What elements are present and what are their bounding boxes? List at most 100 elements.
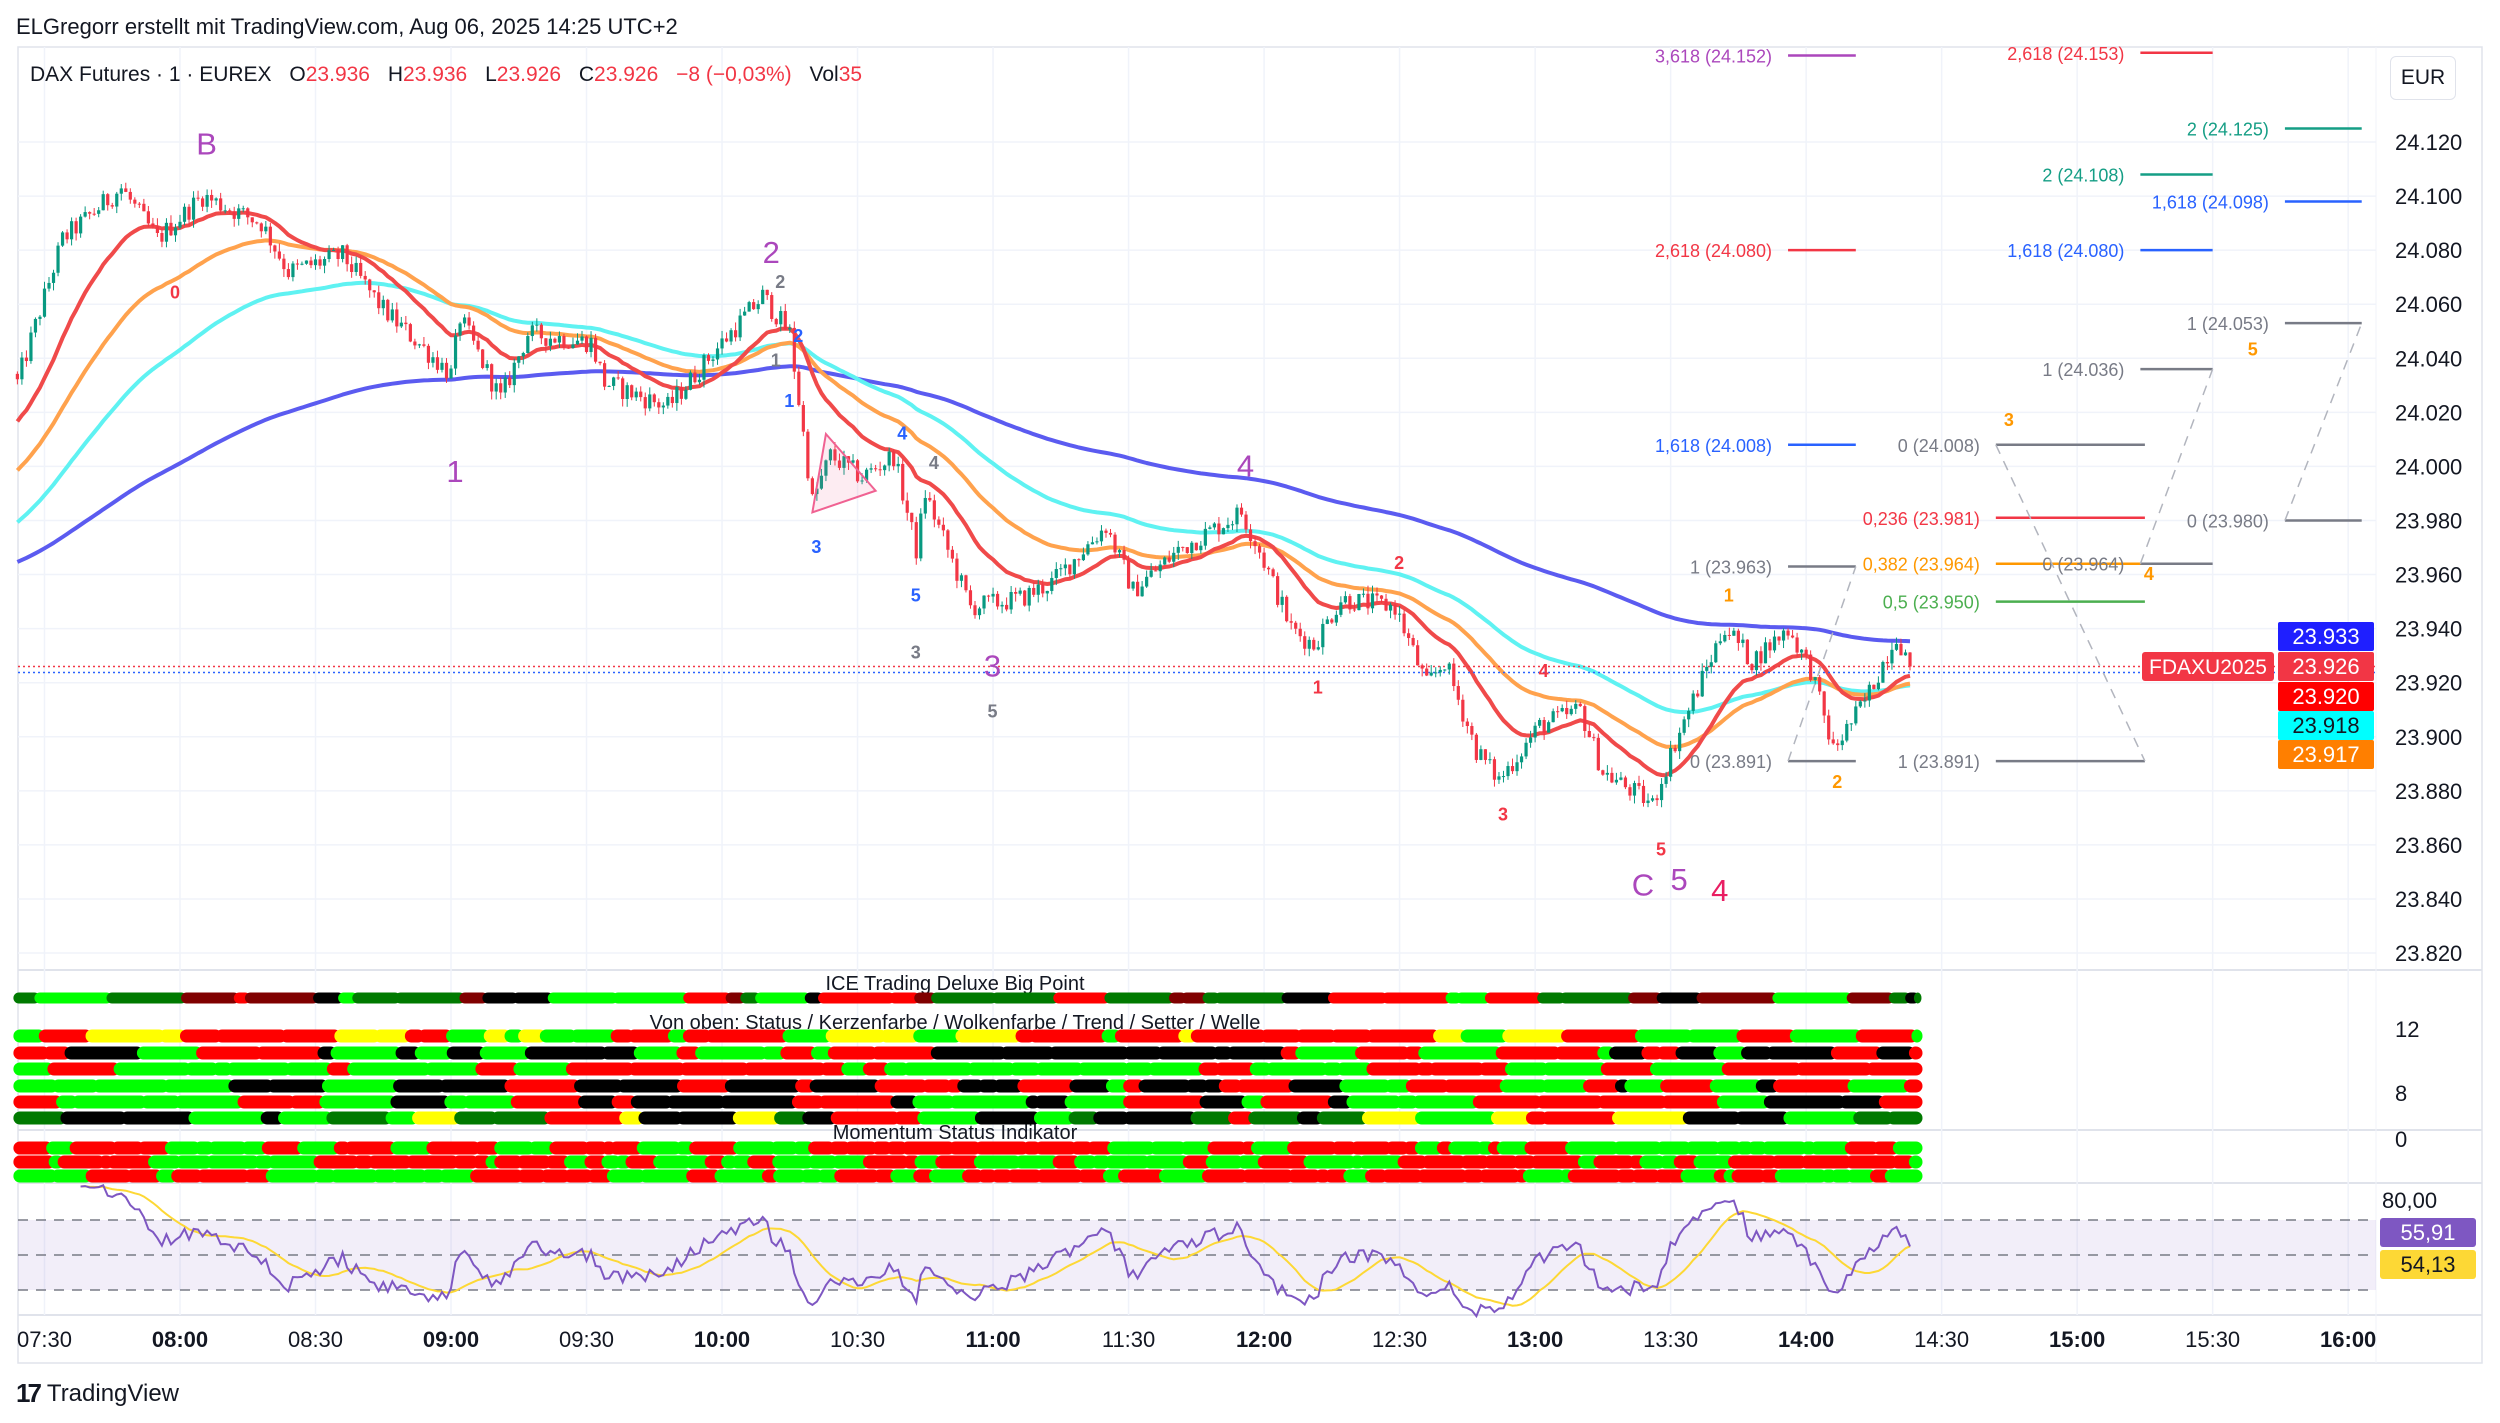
wave-label: 1 <box>1313 677 1323 697</box>
indicator-segment-momentum-2 <box>584 1155 608 1169</box>
fib-level-label: 1 (23.891) <box>1898 752 1980 772</box>
candle-body <box>1678 732 1682 752</box>
candle-body <box>119 188 123 194</box>
symbol-legend[interactable]: DAX Futures · 1 · EUREX O23.936 H23.936 … <box>30 63 862 87</box>
indicator-segment-wolkenfarbe <box>1721 1062 1802 1076</box>
candle-body <box>1718 641 1722 644</box>
indicator-segment-wolkenfarbe <box>819 1062 848 1076</box>
time-axis-label: 10:30 <box>830 1327 885 1352</box>
volume-label: Vol <box>809 63 839 86</box>
candle-body <box>1294 622 1298 629</box>
indicator-segment-momentum-3 <box>243 1169 273 1183</box>
rsi-value-tag <box>2380 1218 2476 1247</box>
candle-body <box>1014 592 1018 594</box>
candle-body <box>1605 772 1609 775</box>
indicator-segment-kerzenfarbe <box>1495 1046 1561 1060</box>
candle-body <box>223 210 227 212</box>
candle-body <box>476 340 480 350</box>
candle-body <box>1050 577 1054 591</box>
time-axis-label: 13:30 <box>1643 1327 1698 1352</box>
candle-body <box>1854 706 1858 724</box>
candle-body <box>941 524 945 531</box>
candle-body <box>363 275 367 280</box>
candle-body <box>1167 557 1171 562</box>
indicator-segment-momentum-3 <box>1522 1169 1566 1183</box>
indicator-segment-momentum-3 <box>1158 1169 1209 1183</box>
candle-body <box>1772 636 1777 651</box>
candle-body <box>481 349 485 368</box>
indicator-segment-ice-big-point <box>914 992 937 1004</box>
candle-body <box>164 222 169 242</box>
indicator-segment-momentum-1 <box>241 1141 269 1155</box>
indicator-segment-welle <box>1541 1111 1619 1125</box>
price-axis-label: 23.960 <box>2395 563 2462 588</box>
wave-label: 2 <box>1394 553 1404 573</box>
indicator-segment-momentum-1 <box>1872 1141 1900 1155</box>
indicator-segment-ice-big-point <box>1537 992 1566 1004</box>
indicator-segment-momentum-2 <box>564 1155 591 1169</box>
candle-body <box>368 279 372 291</box>
candle-body <box>1325 619 1329 624</box>
candle-body <box>711 359 715 361</box>
fib-levels[interactable]: 3,618 (24.152) 2,618 (24.153) 2 (24.125) 2 … <box>811 44 2363 772</box>
candle-body <box>1239 507 1244 515</box>
indicator-segment-momentum-1 <box>733 1141 777 1155</box>
candle-body <box>1714 643 1718 663</box>
candle-body <box>1623 777 1628 788</box>
candle-body <box>1673 747 1677 752</box>
indicator-axis-label: 0 <box>2395 1127 2407 1152</box>
indicator-segment-trend <box>1903 1079 1923 1093</box>
indicator-segment-momentum-1 <box>494 1141 535 1155</box>
candle-body <box>774 318 778 325</box>
candle-body <box>1899 643 1903 656</box>
indicator-segment-status <box>158 1029 187 1043</box>
candle-body <box>955 558 959 581</box>
indicator-segment-ice-big-point <box>1559 992 1634 1004</box>
candle-body <box>657 402 661 408</box>
candle-body <box>359 262 363 276</box>
indicator-segment-momentum-1 <box>1287 1141 1338 1155</box>
indicator-segment-welle <box>1068 1111 1100 1125</box>
candle-body <box>1235 507 1239 525</box>
price-axis-label: 23.920 <box>2395 671 2462 696</box>
candle-body <box>1637 783 1641 786</box>
indicator-segment-momentum-1 <box>1179 1141 1214 1155</box>
currency-button[interactable]: EUR <box>2390 56 2456 100</box>
candle-body <box>1447 663 1451 670</box>
moving-average-line <box>16 364 1911 644</box>
candle-body <box>1669 747 1673 777</box>
symbol-name[interactable]: DAX Futures · 1 · EUREX <box>30 63 272 86</box>
indicator-segment-wolkenfarbe <box>1542 1062 1608 1076</box>
candle-body <box>20 357 24 380</box>
indicator-segment-welle <box>1783 1111 1860 1125</box>
candle-body <box>142 203 146 212</box>
indicator-segment-momentum-3 <box>834 1169 880 1183</box>
candle-body <box>625 385 629 400</box>
candle-body <box>752 302 756 310</box>
candle-body <box>905 500 909 513</box>
indicator-segment-trend <box>1017 1079 1076 1093</box>
candle-body <box>733 330 738 338</box>
price-axis-label: 23.940 <box>2395 617 2462 642</box>
rsi-pane <box>18 1184 2376 1319</box>
candle-body <box>1117 550 1122 553</box>
candle-body <box>1565 707 1569 715</box>
indicator-segment-momentum-2 <box>1529 1155 1585 1169</box>
candle-body <box>1515 762 1519 772</box>
indicator-segment-kerzenfarbe <box>43 1046 72 1060</box>
indicator-segment-momentum-1 <box>1448 1141 1484 1155</box>
candle-body <box>1443 669 1447 671</box>
candle-body <box>901 463 905 501</box>
indicator-segment-kerzenfarbe <box>1656 1046 1683 1060</box>
candle-body <box>616 377 620 379</box>
wave-label: 5 <box>988 702 998 722</box>
indicator-segment-ice-big-point <box>1888 992 1911 1004</box>
indicator-segment-momentum-1 <box>261 1141 304 1155</box>
indicator-segment-setter <box>1839 1095 1886 1109</box>
tradingview-logo[interactable]: 17 TradingView <box>16 1378 179 1409</box>
candle-body <box>1641 785 1646 804</box>
candle-body <box>1397 613 1402 615</box>
candle-body <box>1479 749 1483 760</box>
indicator-segment-momentum-2 <box>367 1155 413 1169</box>
